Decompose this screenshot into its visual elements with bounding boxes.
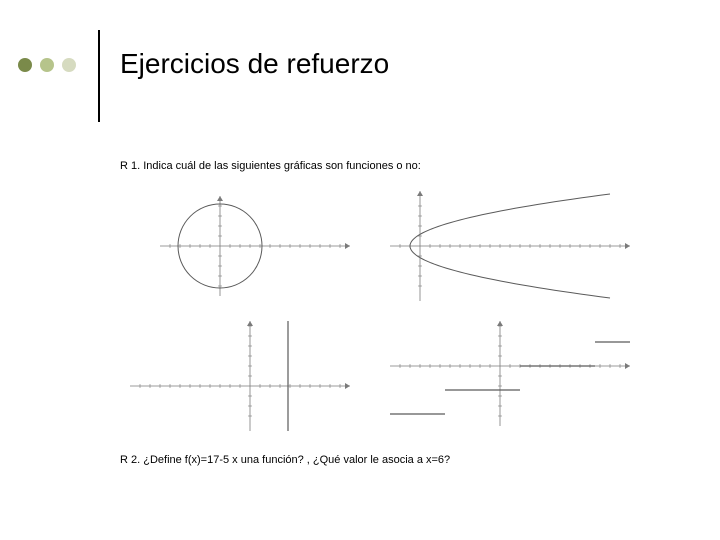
question-2: R 2. ¿Define f(x)=17-5 x una función? , …: [120, 454, 680, 466]
bullet-dot: [40, 58, 54, 72]
title-divider: [98, 30, 100, 122]
graphs-grid: [120, 186, 640, 436]
slide-title: Ejercicios de refuerzo: [120, 48, 389, 80]
bullet-dot: [62, 58, 76, 72]
graph-step: [380, 316, 640, 436]
graph-circle: [120, 186, 360, 306]
question-1: R 1. Indica cuál de las siguientes gráfi…: [120, 160, 680, 172]
graph-parabola: [380, 186, 640, 306]
graph-vertical-line: [120, 316, 360, 436]
slide-body: R 1. Indica cuál de las siguientes gráfi…: [120, 160, 680, 480]
slide-bullets: [18, 58, 76, 72]
bullet-dot: [18, 58, 32, 72]
